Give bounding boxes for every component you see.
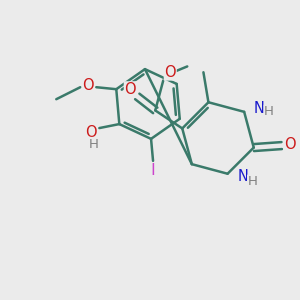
- Text: H: H: [248, 175, 257, 188]
- Text: N: N: [254, 101, 265, 116]
- Text: O: O: [164, 65, 176, 80]
- Text: O: O: [284, 137, 296, 152]
- Text: H: H: [88, 138, 98, 151]
- Text: O: O: [82, 78, 94, 93]
- Text: I: I: [151, 164, 155, 178]
- Text: H: H: [264, 105, 274, 118]
- Text: O: O: [124, 82, 136, 97]
- Text: O: O: [85, 124, 97, 140]
- Text: N: N: [237, 169, 248, 184]
